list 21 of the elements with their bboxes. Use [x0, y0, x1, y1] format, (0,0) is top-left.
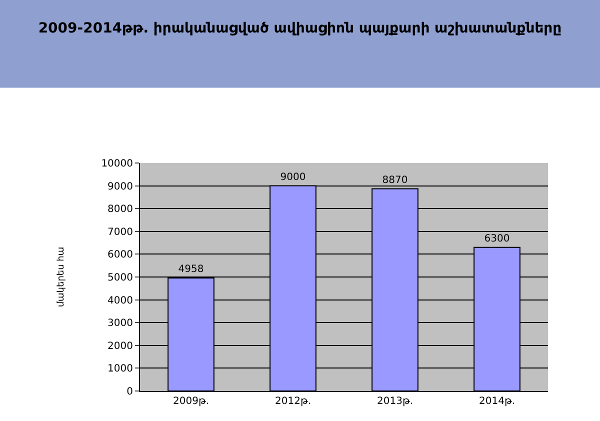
x-tick-label: 2009թ.	[172, 396, 210, 407]
x-tick-label: 2014թ.	[478, 396, 516, 407]
y-tick-label: 3000	[108, 318, 133, 330]
data-label: 6300	[484, 233, 510, 244]
data-label: 9000	[280, 172, 306, 183]
y-tick-label: 8000	[108, 204, 133, 216]
y-tick-label: 6000	[108, 250, 133, 261]
y-tick-label: 9000	[108, 181, 133, 192]
y-axis-title: մակերես հա	[56, 246, 67, 308]
y-tick-label: 2000	[108, 340, 133, 352]
chart-title: 2009-2014թթ. իրականացված ավիացիոն պայքարի աշխատանքները	[38, 20, 562, 36]
y-tick-label: 1000	[108, 364, 133, 375]
y-tick-label: 0	[126, 386, 133, 398]
y-tick-label: 7000	[108, 226, 133, 238]
y-tick-label: 10000	[101, 158, 133, 170]
data-label: 4958	[178, 264, 204, 275]
y-tick-label: 4000	[108, 295, 133, 306]
y-tick-label: 5000	[108, 272, 133, 284]
x-tick-label: 2013թ.	[376, 396, 414, 407]
data-label: 8870	[382, 174, 408, 186]
x-tick-label: 2012թ.	[274, 396, 312, 407]
